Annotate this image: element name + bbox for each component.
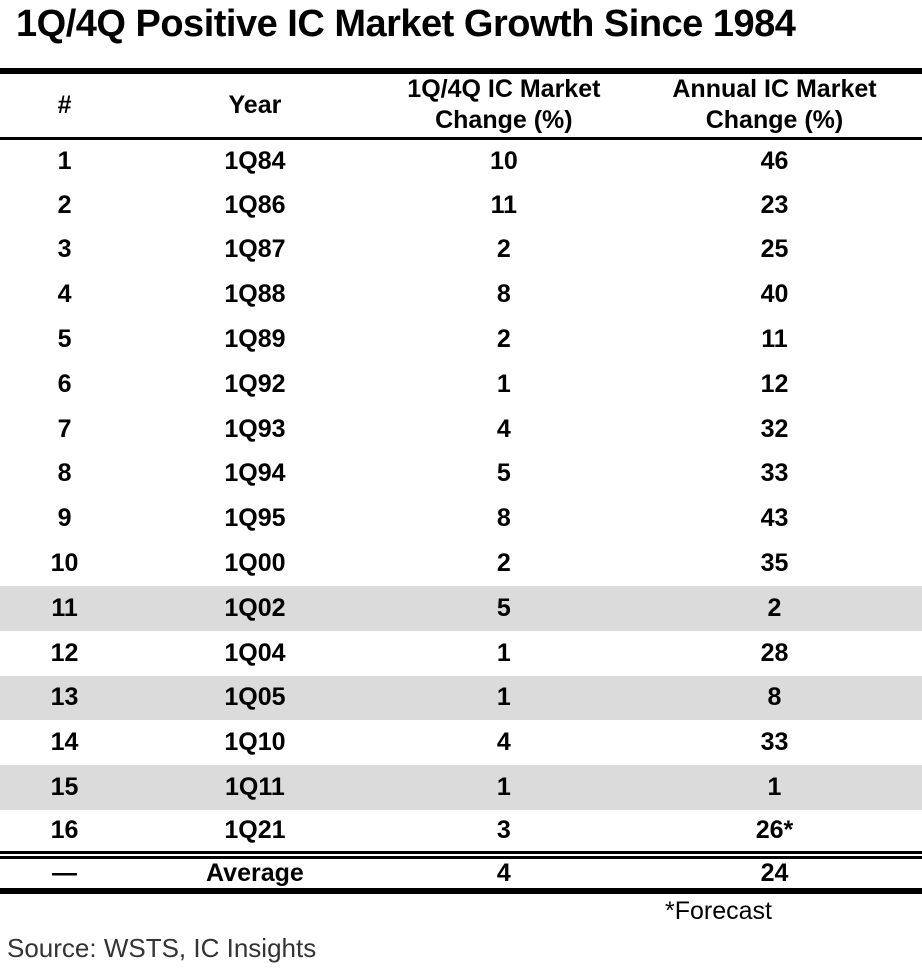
table-row: 16 1Q21 3 26*	[0, 810, 922, 855]
forecast-footnote: *Forecast	[665, 896, 772, 925]
header-q-change: 1Q/4Q IC Market Change (%)	[380, 71, 627, 140]
year-cell: 1Q05	[224, 683, 286, 712]
table-row: 2 1Q86 11 23	[0, 183, 922, 228]
row-num-cell: 7	[57, 414, 72, 443]
header-annual-change: Annual IC Market Change (%)	[626, 71, 922, 140]
q-change-cell: 2	[496, 325, 511, 354]
annual-change-cell: 35	[760, 549, 789, 578]
average-num-cell: —	[0, 850, 130, 894]
year-cell: 1Q87	[224, 235, 286, 264]
year-cell: 1Q93	[224, 414, 286, 443]
annual-change-cell: 33	[760, 728, 789, 757]
year-cell: 1Q00	[224, 549, 286, 578]
year-cell: 1Q04	[224, 638, 286, 667]
row-num-cell: 13	[50, 683, 79, 712]
annual-change-cell: 1	[767, 773, 782, 802]
row-num-cell: 8	[57, 459, 72, 488]
row-num-cell: 4	[57, 280, 72, 309]
annual-change-cell: 26*	[755, 815, 794, 844]
table-header: # Year 1Q/4Q IC Market Change (%) Annual…	[0, 71, 922, 140]
annual-change-cell: 33	[760, 459, 789, 488]
annual-change-cell: 40	[760, 280, 789, 309]
q-change-cell: 4	[496, 414, 511, 443]
row-num-cell: 5	[57, 325, 72, 354]
table-row: 14 1Q10 4 33	[0, 720, 922, 765]
average-annual-change-cell: 24	[626, 850, 922, 894]
q-change-cell: 3	[496, 815, 511, 844]
q-change-cell: 10	[489, 146, 518, 175]
page-title: 1Q/4Q Positive IC Market Growth Since 19…	[16, 3, 796, 45]
header-year: Year	[129, 71, 381, 140]
year-cell: 1Q94	[224, 459, 286, 488]
annual-change-cell: 28	[760, 638, 789, 667]
q-change-cell: 1	[496, 683, 511, 712]
q-change-cell: 5	[496, 593, 511, 622]
table-footer: — Average 4 24	[0, 850, 922, 894]
row-num-cell: 10	[50, 549, 79, 578]
table-row: 7 1Q93 4 32	[0, 407, 922, 452]
year-cell: 1Q92	[224, 369, 286, 398]
row-num-cell: 12	[50, 638, 79, 667]
table-row: 6 1Q92 1 12	[0, 362, 922, 407]
table-row: 11 1Q02 5 2	[0, 585, 922, 631]
q-change-cell: 5	[496, 459, 511, 488]
table-row: 10 1Q00 2 35	[0, 541, 922, 586]
table-row: 4 1Q88 8 40	[0, 272, 922, 317]
year-cell: 1Q95	[224, 504, 286, 533]
year-cell: 1Q86	[224, 190, 286, 219]
year-cell: 1Q02	[224, 593, 286, 622]
average-q-change-cell: 4	[380, 850, 627, 894]
average-row: — Average 4 24	[0, 850, 922, 894]
year-cell: 1Q84	[224, 146, 286, 175]
row-num-cell: 6	[57, 369, 72, 398]
annual-change-cell: 46	[760, 146, 789, 175]
annual-change-cell: 8	[767, 683, 782, 712]
q-change-cell: 1	[496, 638, 511, 667]
q-change-cell: 8	[496, 280, 511, 309]
row-num-cell: 16	[50, 815, 79, 844]
source-note: Source: WSTS, IC Insights	[7, 932, 317, 963]
annual-change-cell: 12	[760, 369, 789, 398]
row-num-cell: 2	[57, 190, 72, 219]
q-change-cell: 1	[496, 773, 511, 802]
year-cell: 1Q11	[225, 773, 285, 802]
annual-change-cell: 11	[761, 325, 788, 354]
table-row: 3 1Q87 2 25	[0, 228, 922, 273]
header-row: # Year 1Q/4Q IC Market Change (%) Annual…	[0, 71, 922, 140]
average-label-cell: Average	[129, 850, 381, 894]
year-cell: 1Q89	[224, 325, 286, 354]
row-num-cell: 3	[57, 235, 72, 264]
q-change-cell: 2	[496, 235, 511, 264]
row-num-cell: 11	[51, 593, 78, 622]
table-row: 5 1Q89 2 11	[0, 317, 922, 362]
table-row: 15 1Q11 1 1	[0, 765, 922, 810]
annual-change-cell: 23	[760, 190, 789, 219]
header-number: #	[0, 71, 130, 140]
q-change-cell: 1	[496, 369, 511, 398]
table-row: 8 1Q94 5 33	[0, 452, 922, 497]
table-row: 12 1Q04 1 28	[0, 631, 922, 676]
q-change-cell: 8	[496, 504, 511, 533]
row-num-cell: 15	[50, 773, 79, 802]
table-row: 13 1Q05 1 8	[0, 675, 922, 721]
q-change-cell: 2	[496, 549, 511, 578]
table-body: 1 1Q84 10 46 2 1Q86 11 23 3 1Q87 2 25 4 …	[0, 138, 922, 855]
row-num-cell: 9	[57, 504, 72, 533]
row-num-cell: 14	[50, 728, 79, 757]
annual-change-cell: 2	[767, 593, 782, 622]
year-cell: 1Q21	[224, 815, 286, 844]
year-cell: 1Q10	[224, 728, 286, 757]
q-change-cell: 4	[496, 728, 511, 757]
annual-change-cell: 32	[760, 414, 789, 443]
row-num-cell: 1	[57, 146, 72, 175]
growth-table: # Year 1Q/4Q IC Market Change (%) Annual…	[0, 68, 922, 894]
year-cell: 1Q88	[224, 280, 286, 309]
annual-change-cell: 25	[760, 235, 789, 264]
table-row: 1 1Q84 10 46	[0, 138, 922, 183]
annual-change-cell: 43	[760, 504, 789, 533]
table-row: 9 1Q95 8 43	[0, 496, 922, 541]
q-change-cell: 11	[490, 190, 518, 219]
